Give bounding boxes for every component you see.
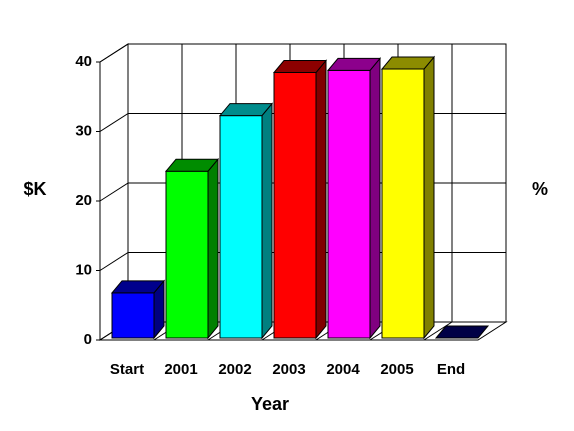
x-tick-label: 2001 [164, 361, 197, 378]
bar-face [381, 68, 425, 339]
bar-face [327, 69, 371, 339]
y-tick-label: 20 [75, 192, 92, 209]
bar-face [261, 102, 273, 340]
bar-face [423, 55, 435, 340]
y-axis-title: $K [23, 179, 46, 199]
bar-face [434, 325, 490, 339]
x-tick-label: 2002 [218, 361, 251, 378]
floor-divider [423, 321, 453, 341]
bar-face [207, 157, 219, 340]
y-tick-label: 40 [75, 53, 92, 70]
bar [380, 55, 436, 340]
x-axis-title: Year [251, 394, 289, 414]
x-tick-label: 2005 [380, 361, 413, 378]
bar-face [110, 280, 166, 294]
grid-line [99, 43, 129, 63]
bar-face [273, 72, 317, 339]
y-tick-label: 30 [75, 122, 92, 139]
x-tick-label: End [437, 361, 465, 378]
y-tick-label: 10 [75, 261, 92, 278]
bar-face [326, 57, 382, 71]
bar-face [111, 292, 155, 339]
x-tick-label: 2003 [272, 361, 305, 378]
bar-face [219, 115, 263, 339]
bar [218, 102, 274, 340]
bar-face [165, 170, 209, 339]
bar-face [272, 60, 328, 74]
x-tick-label: Start [110, 361, 144, 378]
bar-face [380, 56, 436, 70]
grid-line [99, 113, 129, 132]
bar-face [164, 158, 220, 172]
bar [326, 57, 382, 340]
bar-face [315, 59, 327, 340]
bar [272, 59, 328, 340]
bar-face [218, 103, 274, 117]
y2-axis-title: % [532, 179, 548, 199]
y-tick-label: 0 [84, 331, 92, 348]
grid-line [99, 182, 129, 202]
bar-face [369, 57, 381, 340]
bar [164, 157, 220, 340]
bar [110, 279, 166, 340]
grid-line [99, 252, 129, 271]
bar [434, 325, 490, 339]
x-tick-label: 2004 [326, 361, 360, 378]
